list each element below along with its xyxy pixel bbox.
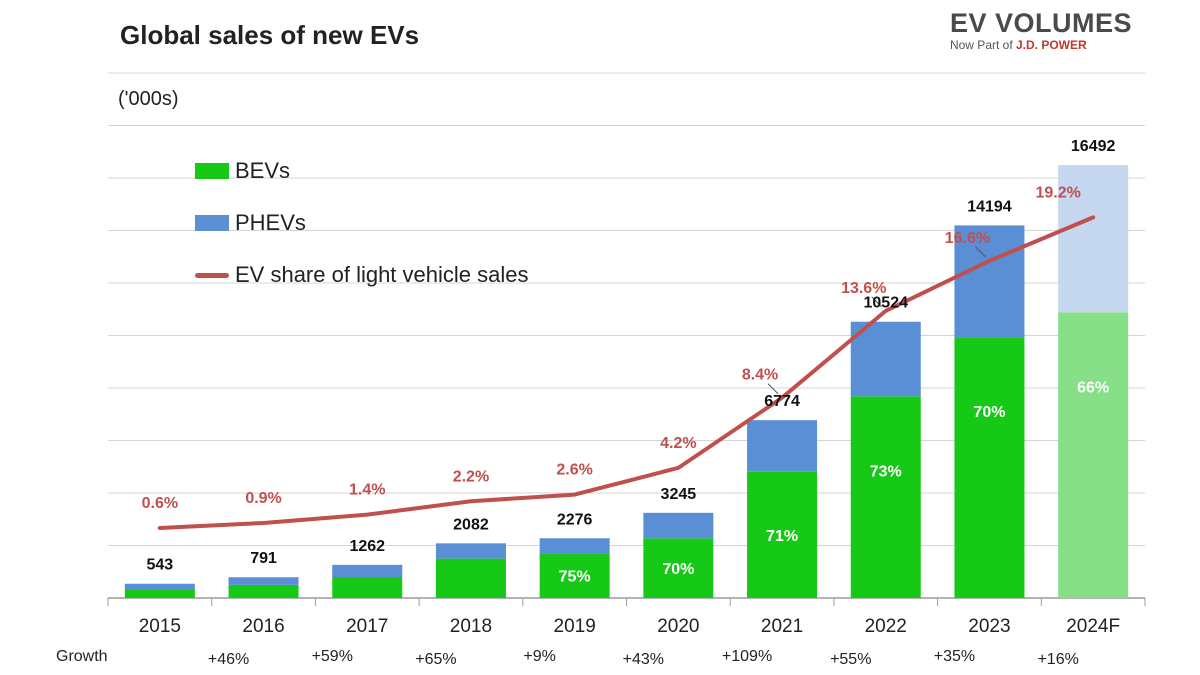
bar-bev: [954, 337, 1025, 598]
growth-value: +59%: [312, 648, 353, 665]
bar-bev: [850, 396, 921, 598]
bars: [124, 165, 1129, 598]
year-label: 2017: [346, 616, 388, 637]
bev-share-label: 70%: [973, 404, 1005, 421]
share-leader-line: [871, 296, 883, 308]
bar-bev: [124, 589, 195, 598]
chart-title: Global sales of new EVs: [120, 20, 420, 50]
bev-share-label: 71%: [766, 528, 798, 545]
year-label: 2015: [139, 616, 181, 637]
bar-phev: [539, 538, 610, 554]
bar-phev: [435, 543, 506, 559]
bar-phev: [954, 225, 1025, 338]
growth-label: Growth: [56, 648, 108, 665]
logo-brand: J.D. POWER: [1016, 38, 1087, 52]
ev-share-label: 2.2%: [453, 468, 489, 485]
ev-share-label: 13.6%: [841, 280, 886, 297]
growth-value: +46%: [208, 651, 249, 668]
legend-item-bev: BEVs: [195, 145, 529, 197]
logo-main-text: EV VOLUMES: [949, 8, 1132, 38]
bar-phev: [1058, 165, 1129, 313]
bar-bev: [539, 553, 610, 598]
year-label: 2021: [761, 616, 803, 637]
bar-bev: [332, 577, 403, 598]
bar-bev: [1058, 312, 1129, 598]
ev-share-label: 0.6%: [142, 495, 178, 512]
legend: BEVs PHEVs EV share of light vehicle sal…: [195, 145, 529, 301]
total-label: 1262: [349, 538, 385, 555]
units-label: ('000s): [118, 88, 179, 110]
bar-bev: [747, 471, 818, 598]
total-label: 14194: [967, 198, 1012, 215]
legend-swatch-phev: [195, 215, 229, 231]
bev-share-label: 73%: [870, 463, 902, 480]
ev-volumes-logo: EV VOLUMES Now Part of J.D. POWER: [950, 8, 1132, 52]
ev-share-label: 16.6%: [945, 230, 990, 247]
bar-phev: [332, 564, 403, 577]
growth-value: +55%: [830, 651, 871, 668]
total-label: 2082: [453, 516, 489, 533]
ev-share-label: 0.9%: [245, 490, 281, 507]
legend-label-bev: BEVs: [235, 158, 291, 183]
legend-item-share: EV share of light vehicle sales: [195, 249, 529, 301]
bev-share-label: 70%: [662, 561, 694, 578]
total-label: 2276: [557, 511, 593, 528]
year-label: 2023: [968, 616, 1010, 637]
growth-value: +65%: [415, 651, 456, 668]
ev-share-line: [157, 215, 1096, 530]
ev-share-label: 2.6%: [556, 462, 592, 479]
share-line-group: [157, 215, 1096, 530]
bar-phev: [124, 583, 195, 590]
growth-value: +16%: [1037, 651, 1078, 668]
legend-label-phev: PHEVs: [235, 210, 306, 235]
share-leader-line: [975, 246, 986, 258]
legend-item-phev: PHEVs: [195, 197, 529, 249]
total-label: 6774: [764, 393, 800, 410]
bev-share-label: 66%: [1077, 379, 1109, 396]
total-label: 10524: [864, 295, 909, 312]
bev-share-label: 75%: [559, 569, 591, 586]
year-label: 2016: [242, 616, 284, 637]
bar-bev: [228, 584, 299, 598]
year-label: 2024F: [1066, 616, 1120, 637]
bar-phev: [747, 420, 818, 472]
total-label: 791: [250, 550, 277, 567]
legend-swatch-share: [195, 272, 229, 278]
logo-sub-prefix: Now Part of: [949, 38, 1016, 52]
bar-phev: [850, 321, 921, 397]
growth-value: +35%: [934, 648, 975, 665]
bar-bev: [643, 538, 714, 598]
legend-label-share: EV share of light vehicle sales: [235, 262, 529, 287]
logo-sub-text: Now Part of J.D. POWER: [950, 38, 1132, 52]
ev-share-label: 8.4%: [742, 367, 778, 384]
year-label: 2022: [865, 616, 907, 637]
year-label: 2020: [657, 616, 699, 637]
share-leader-line: [767, 383, 779, 395]
total-label: 543: [146, 557, 173, 574]
year-label: 2018: [450, 616, 492, 637]
year-label: 2019: [554, 616, 596, 637]
ev-share-label: 19.2%: [1035, 184, 1080, 201]
bar-phev: [643, 512, 714, 539]
bar-phev: [228, 577, 299, 585]
growth-value: +43%: [623, 651, 664, 668]
bar-bev: [435, 558, 506, 598]
total-label: 16492: [1071, 138, 1116, 155]
labels: 543 2015 791 2016 1262 2017 2082 2018 2276 75% 201…: [139, 138, 1120, 668]
ev-share-label: 4.2%: [660, 435, 696, 452]
ev-share-label: 1.4%: [349, 482, 385, 499]
legend-swatch-bev: [195, 163, 229, 179]
growth-value: +109%: [722, 648, 772, 665]
total-label: 3245: [661, 486, 697, 503]
growth-value: +9%: [523, 648, 555, 665]
